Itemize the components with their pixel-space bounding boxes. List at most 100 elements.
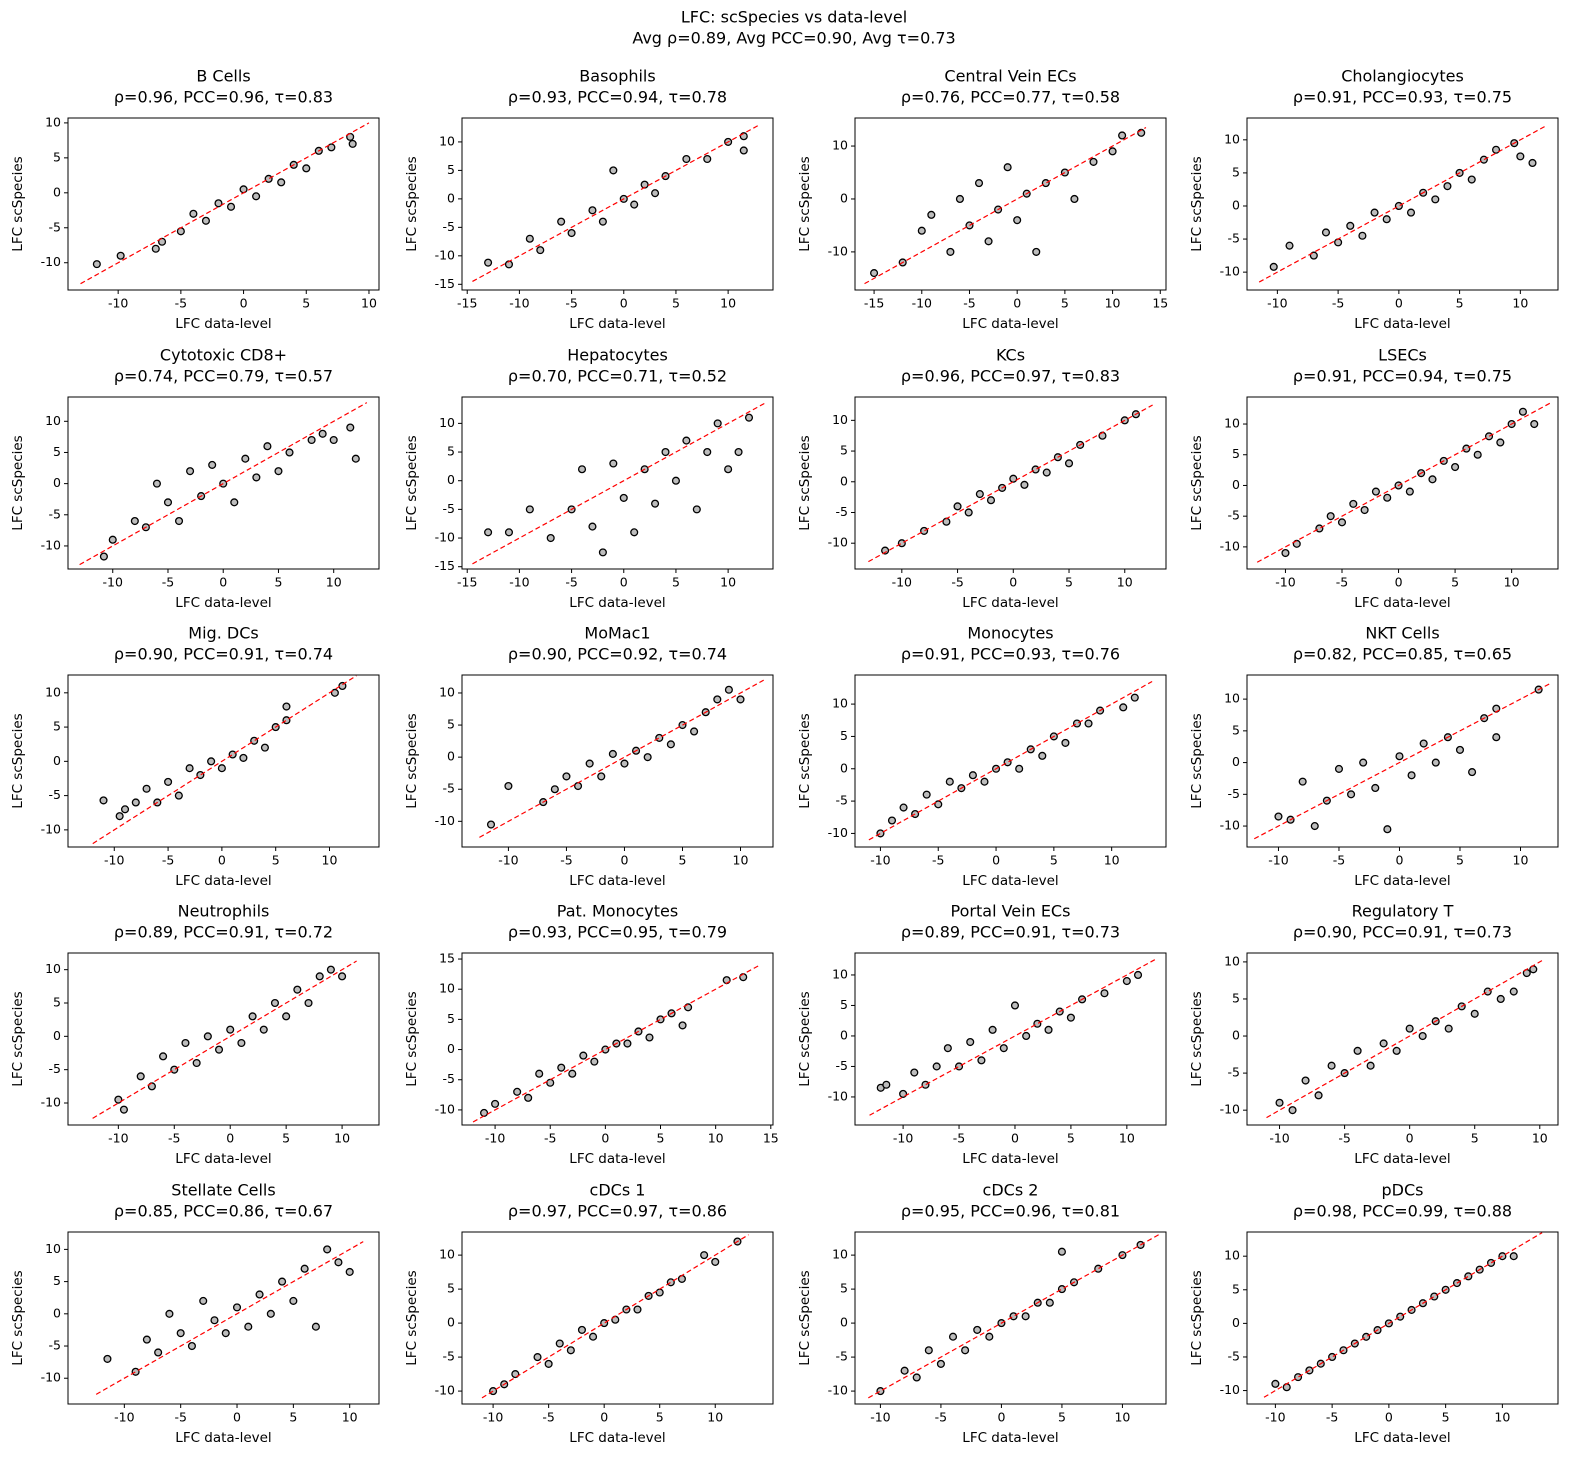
y-tick-label: -5 bbox=[443, 1349, 455, 1364]
subplot-title: Basophils bbox=[579, 67, 655, 86]
x-tick-label: 5 bbox=[302, 296, 310, 311]
point bbox=[1288, 1106, 1297, 1115]
x-tick-label: 5 bbox=[657, 1131, 665, 1146]
point bbox=[1383, 825, 1392, 834]
point bbox=[1395, 752, 1404, 761]
subplot-title: Monocytes bbox=[967, 624, 1053, 643]
x-tick-label: -5 bbox=[932, 853, 944, 868]
y-tick-label: 10 bbox=[1224, 416, 1240, 431]
subplot-title: MoMac1 bbox=[584, 624, 650, 643]
x-tick-label: -5 bbox=[963, 296, 975, 311]
y-tick-label: 5 bbox=[53, 719, 61, 734]
axes-frame bbox=[854, 674, 1167, 848]
figure-title: LFC: scSpecies vs data-level bbox=[681, 8, 907, 27]
point bbox=[1094, 1264, 1103, 1273]
subplot-title: pDCs bbox=[1382, 1181, 1424, 1200]
y-tick-label: -10 bbox=[828, 825, 848, 840]
point bbox=[1444, 1024, 1453, 1033]
point bbox=[244, 1322, 253, 1331]
point bbox=[643, 753, 652, 762]
x-tick-label: -5 bbox=[953, 1131, 965, 1146]
y-tick-label: 10 bbox=[45, 1241, 61, 1256]
x-axis-label: LFC data-level bbox=[175, 873, 271, 889]
subplot: NKT Cells ρ=0.82, PCC=0.85, τ=0.65 -10 -5 0 5… bbox=[1189, 624, 1559, 889]
y-tick-label: -10 bbox=[435, 1383, 455, 1398]
point bbox=[214, 1045, 224, 1054]
identity-line bbox=[868, 680, 1153, 841]
x-tick-label: -10 bbox=[1268, 853, 1288, 868]
point bbox=[590, 1057, 599, 1066]
point bbox=[192, 1058, 201, 1068]
y-tick-label: 5 bbox=[840, 728, 848, 743]
point bbox=[1362, 1332, 1371, 1341]
subplot-title: Cholangiocytes bbox=[1341, 67, 1464, 86]
point bbox=[1359, 758, 1368, 767]
point bbox=[176, 1329, 185, 1338]
point bbox=[170, 1065, 179, 1074]
x-axis-label: LFC data-level bbox=[962, 1151, 1058, 1167]
point bbox=[181, 1038, 190, 1048]
point bbox=[948, 1332, 958, 1341]
point bbox=[158, 237, 167, 246]
x-tick-label: -5 bbox=[174, 1410, 186, 1425]
point bbox=[159, 1052, 168, 1061]
point bbox=[504, 781, 513, 791]
y-tick-label: 0 bbox=[53, 184, 61, 199]
point bbox=[263, 442, 272, 451]
y-tick-label: 0 bbox=[447, 749, 455, 764]
x-axis-label: LFC data-level bbox=[1354, 873, 1450, 889]
point bbox=[1394, 201, 1403, 211]
point bbox=[598, 548, 607, 557]
subplot: KCs ρ=0.96, PCC=0.97, τ=0.83 -10 -5 0 5 10 -10 -… bbox=[797, 346, 1167, 611]
plot-area bbox=[868, 680, 1153, 841]
subplot-title: cDCs 2 bbox=[983, 1181, 1039, 1200]
subplot-subtitle: ρ=0.76, PCC=0.77, τ=0.58 bbox=[901, 88, 1120, 107]
point bbox=[1321, 228, 1331, 237]
y-tick-label: 10 bbox=[832, 412, 848, 427]
point bbox=[289, 1296, 298, 1305]
x-tick-label: -15 bbox=[864, 296, 884, 311]
y-tick-label: 10 bbox=[439, 415, 455, 430]
point bbox=[1022, 1031, 1031, 1041]
point bbox=[1066, 1013, 1075, 1022]
x-tick-label: 0 bbox=[1395, 853, 1403, 868]
y-tick-label: 5 bbox=[447, 1281, 455, 1296]
point bbox=[601, 1045, 610, 1054]
point bbox=[120, 805, 130, 814]
point bbox=[724, 685, 733, 694]
point bbox=[986, 496, 996, 505]
subplot: B Cells ρ=0.96, PCC=0.96, τ=0.83 -10 -5 0 5 10… bbox=[10, 67, 380, 332]
x-tick-label: 0 bbox=[226, 1131, 234, 1146]
x-tick-label: -5 bbox=[175, 296, 187, 311]
point bbox=[988, 1025, 997, 1034]
y-tick-label: 0 bbox=[447, 1041, 455, 1056]
point bbox=[152, 479, 161, 488]
axes-frame bbox=[461, 952, 774, 1126]
plot-area bbox=[479, 679, 765, 838]
subplot: Central Vein ECs ρ=0.76, PCC=0.77, τ=0.58… bbox=[797, 67, 1168, 333]
x-tick-label: -10 bbox=[892, 575, 912, 590]
y-axis-label: LFC scSpecies bbox=[404, 713, 420, 808]
y-tick-label: 0 bbox=[447, 1315, 455, 1330]
identity-line bbox=[472, 124, 760, 282]
point bbox=[1045, 1298, 1054, 1307]
x-tick-label: -10 bbox=[114, 1410, 134, 1425]
point bbox=[544, 1359, 553, 1368]
x-tick-label: 15 bbox=[1152, 296, 1168, 311]
point bbox=[535, 1069, 544, 1078]
x-tick-label: 5 bbox=[1451, 575, 1459, 590]
subplot: Stellate Cells ρ=0.85, PCC=0.86, τ=0.67 -1… bbox=[10, 1181, 380, 1446]
x-tick-label: -5 bbox=[1326, 1410, 1338, 1425]
point bbox=[163, 498, 173, 507]
point bbox=[608, 749, 617, 758]
point bbox=[1419, 739, 1428, 748]
point bbox=[922, 790, 931, 799]
point bbox=[1405, 487, 1414, 496]
point bbox=[1064, 459, 1074, 468]
x-tick-label: -10 bbox=[1267, 296, 1287, 311]
identity-line bbox=[1253, 682, 1552, 840]
x-tick-label: 10 bbox=[708, 1131, 724, 1146]
y-axis-label: LFC scSpecies bbox=[10, 1270, 26, 1365]
point bbox=[189, 209, 198, 218]
